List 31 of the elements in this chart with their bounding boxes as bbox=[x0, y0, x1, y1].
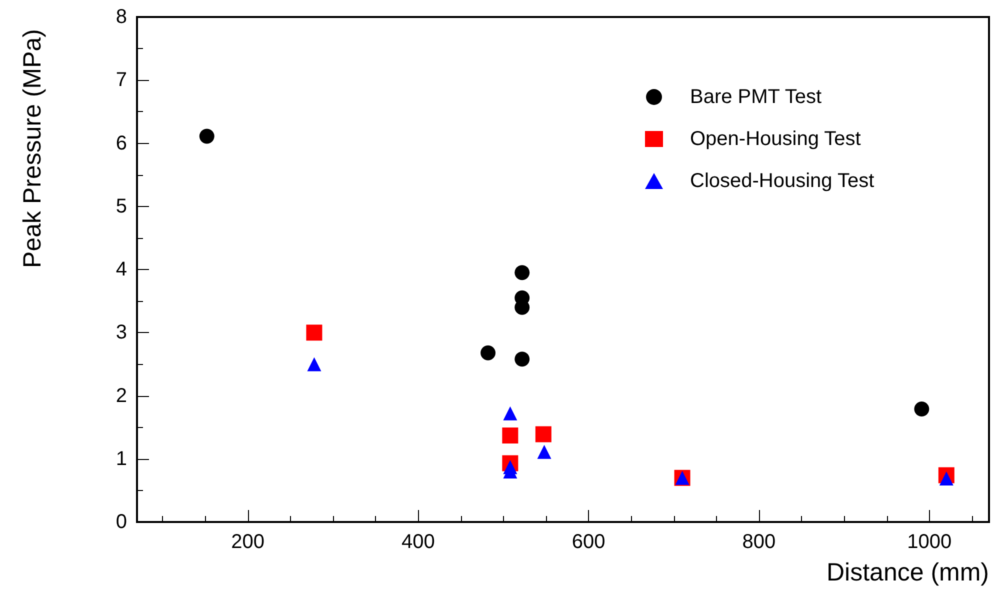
y-tick-label: 4 bbox=[116, 258, 127, 280]
x-tick-label: 600 bbox=[572, 531, 606, 553]
point bbox=[914, 402, 930, 416]
x-tick-label: 1000 bbox=[907, 531, 952, 553]
point bbox=[307, 357, 322, 372]
y-tick-label: 3 bbox=[116, 322, 127, 344]
point bbox=[535, 426, 552, 442]
y-tick-label: 6 bbox=[116, 132, 127, 154]
y-tick-label: 0 bbox=[116, 511, 127, 533]
x-tick-label: 800 bbox=[742, 531, 776, 553]
legend-label: Open-Housing Test bbox=[690, 128, 862, 150]
point bbox=[480, 345, 496, 360]
y-axis-title: Peak Pressure (MPa) bbox=[18, 29, 46, 268]
point bbox=[306, 324, 322, 341]
x-axis-title: Distance (mm) bbox=[826, 558, 989, 586]
point bbox=[502, 428, 518, 444]
legend-label: Bare PMT Test bbox=[690, 86, 822, 108]
legend-label: Closed-Housing Test bbox=[690, 170, 875, 192]
point bbox=[537, 444, 552, 459]
y-tick-label: 1 bbox=[116, 448, 127, 470]
x-tick-label: 400 bbox=[401, 531, 435, 553]
point bbox=[199, 128, 214, 144]
point bbox=[514, 352, 530, 367]
y-tick-label: 5 bbox=[116, 195, 127, 218]
x-tick-label: 200 bbox=[231, 531, 264, 553]
y-tick-label: 8 bbox=[116, 6, 127, 28]
point bbox=[514, 265, 530, 280]
y-tick-label: 7 bbox=[116, 69, 127, 92]
point bbox=[503, 406, 518, 420]
point bbox=[939, 471, 954, 486]
y-tick-label: 2 bbox=[116, 384, 127, 407]
